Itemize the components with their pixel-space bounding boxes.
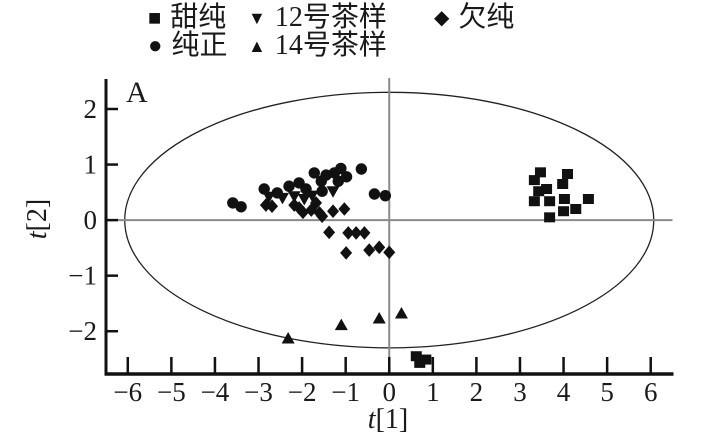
x-tick-label: 4 (557, 377, 571, 407)
x-tick-label: −5 (157, 377, 186, 407)
circle-icon: ● (148, 33, 163, 59)
data-point-diamond (266, 199, 279, 214)
data-point-square (420, 354, 432, 365)
legend-label: 纯正 (171, 30, 228, 61)
data-point-triangle-down (297, 194, 311, 206)
data-point-triangle-down (287, 191, 301, 203)
data-point-circle (368, 188, 381, 200)
data-point-triangle-up (281, 331, 295, 344)
legend-label: 甜纯 (170, 2, 227, 33)
legend-label: 欠纯 (458, 2, 515, 33)
x-axis-title: t[1] (367, 404, 409, 435)
data-point-diamond (296, 205, 309, 220)
legend-label: 12号茶样 (274, 2, 387, 33)
data-point-square (541, 184, 553, 194)
data-point-diamond (338, 202, 351, 216)
x-tick-label: −4 (201, 377, 230, 407)
data-point-square (570, 204, 582, 214)
data-point-triangle-up (334, 318, 348, 331)
data-point-square (558, 206, 570, 217)
data-point-diamond (373, 240, 386, 255)
data-point-triangle-down (275, 192, 289, 205)
data-point-square (534, 167, 546, 178)
data-point-square (582, 194, 594, 204)
data-point-circle (335, 162, 347, 175)
data-point-triangle-up (394, 306, 408, 319)
data-point-square (558, 194, 570, 204)
x-tick-label: 2 (470, 377, 484, 407)
y-tick-label: −2 (68, 316, 97, 346)
data-point-square (544, 212, 556, 223)
data-point-square (533, 186, 545, 197)
legend-item: ▼ 12号茶样 (248, 4, 434, 32)
data-point-diamond (350, 226, 363, 240)
data-point-diamond (342, 226, 355, 240)
data-point-square (528, 175, 540, 186)
legend-item: ▲ 14号茶样 (248, 32, 434, 60)
y-tick-label: 1 (84, 150, 98, 180)
x-tick-label: −6 (113, 377, 142, 407)
data-point-circle (316, 185, 328, 197)
data-point-square (410, 351, 422, 362)
data-point-circle (355, 163, 368, 175)
data-point-circle (283, 180, 295, 192)
data-point-diamond (310, 196, 323, 210)
data-point-diamond (363, 243, 376, 257)
data-point-triangle-down (326, 186, 340, 198)
data-point-circle (308, 167, 320, 179)
data-point-diamond (327, 204, 340, 219)
data-point-diamond (323, 225, 336, 240)
data-point-circle (340, 171, 353, 183)
panel-label: A (126, 76, 148, 109)
data-point-square (557, 179, 569, 189)
legend-row: ● 纯正 ▲ 14号茶样 (148, 32, 574, 60)
diamond-icon: ◆ (434, 7, 450, 29)
x-tick-label: −2 (288, 377, 317, 407)
triangle-down-icon: ▼ (248, 8, 266, 28)
data-point-diamond (340, 246, 353, 260)
data-point-triangle-down (305, 190, 319, 203)
triangle-up-icon: ▲ (248, 36, 266, 56)
x-tick-label: 5 (600, 377, 614, 407)
y-tick-label: 0 (84, 205, 98, 235)
x-tick-label: 1 (426, 377, 440, 407)
data-point-square (544, 196, 556, 207)
data-point-diamond (358, 226, 371, 240)
data-point-square (561, 169, 573, 179)
legend-item: ■ 甜纯 (148, 4, 248, 32)
legend-item: ● 纯正 (148, 32, 248, 60)
data-point-diamond (316, 209, 329, 224)
x-tick-label: 6 (644, 377, 658, 407)
data-point-diamond (383, 245, 396, 260)
data-point-square (528, 196, 540, 207)
chart-legend: ■ 甜纯 ▼ 12号茶样 ◆ 欠纯 ● 纯正 ▲ 14号茶样 (148, 4, 574, 60)
x-tick-label: 3 (513, 377, 527, 407)
legend-item: ◆ 欠纯 (434, 4, 574, 32)
y-tick-label: −1 (68, 261, 97, 291)
legend-row: ■ 甜纯 ▼ 12号茶样 ◆ 欠纯 (148, 4, 574, 32)
x-tick-label: −3 (244, 377, 273, 407)
y-axis-title: t[2] (22, 198, 53, 240)
data-point-circle (379, 189, 392, 202)
y-tick-label: 2 (84, 94, 98, 124)
data-point-square (414, 357, 426, 368)
data-point-triangle-up (372, 311, 386, 324)
data-point-triangle-down (262, 191, 276, 204)
legend-label: 14号茶样 (274, 30, 387, 61)
data-point-circle (235, 201, 247, 213)
square-icon: ■ (148, 5, 162, 30)
x-tick-label: −1 (331, 377, 360, 407)
x-tick-label: 0 (383, 377, 397, 407)
